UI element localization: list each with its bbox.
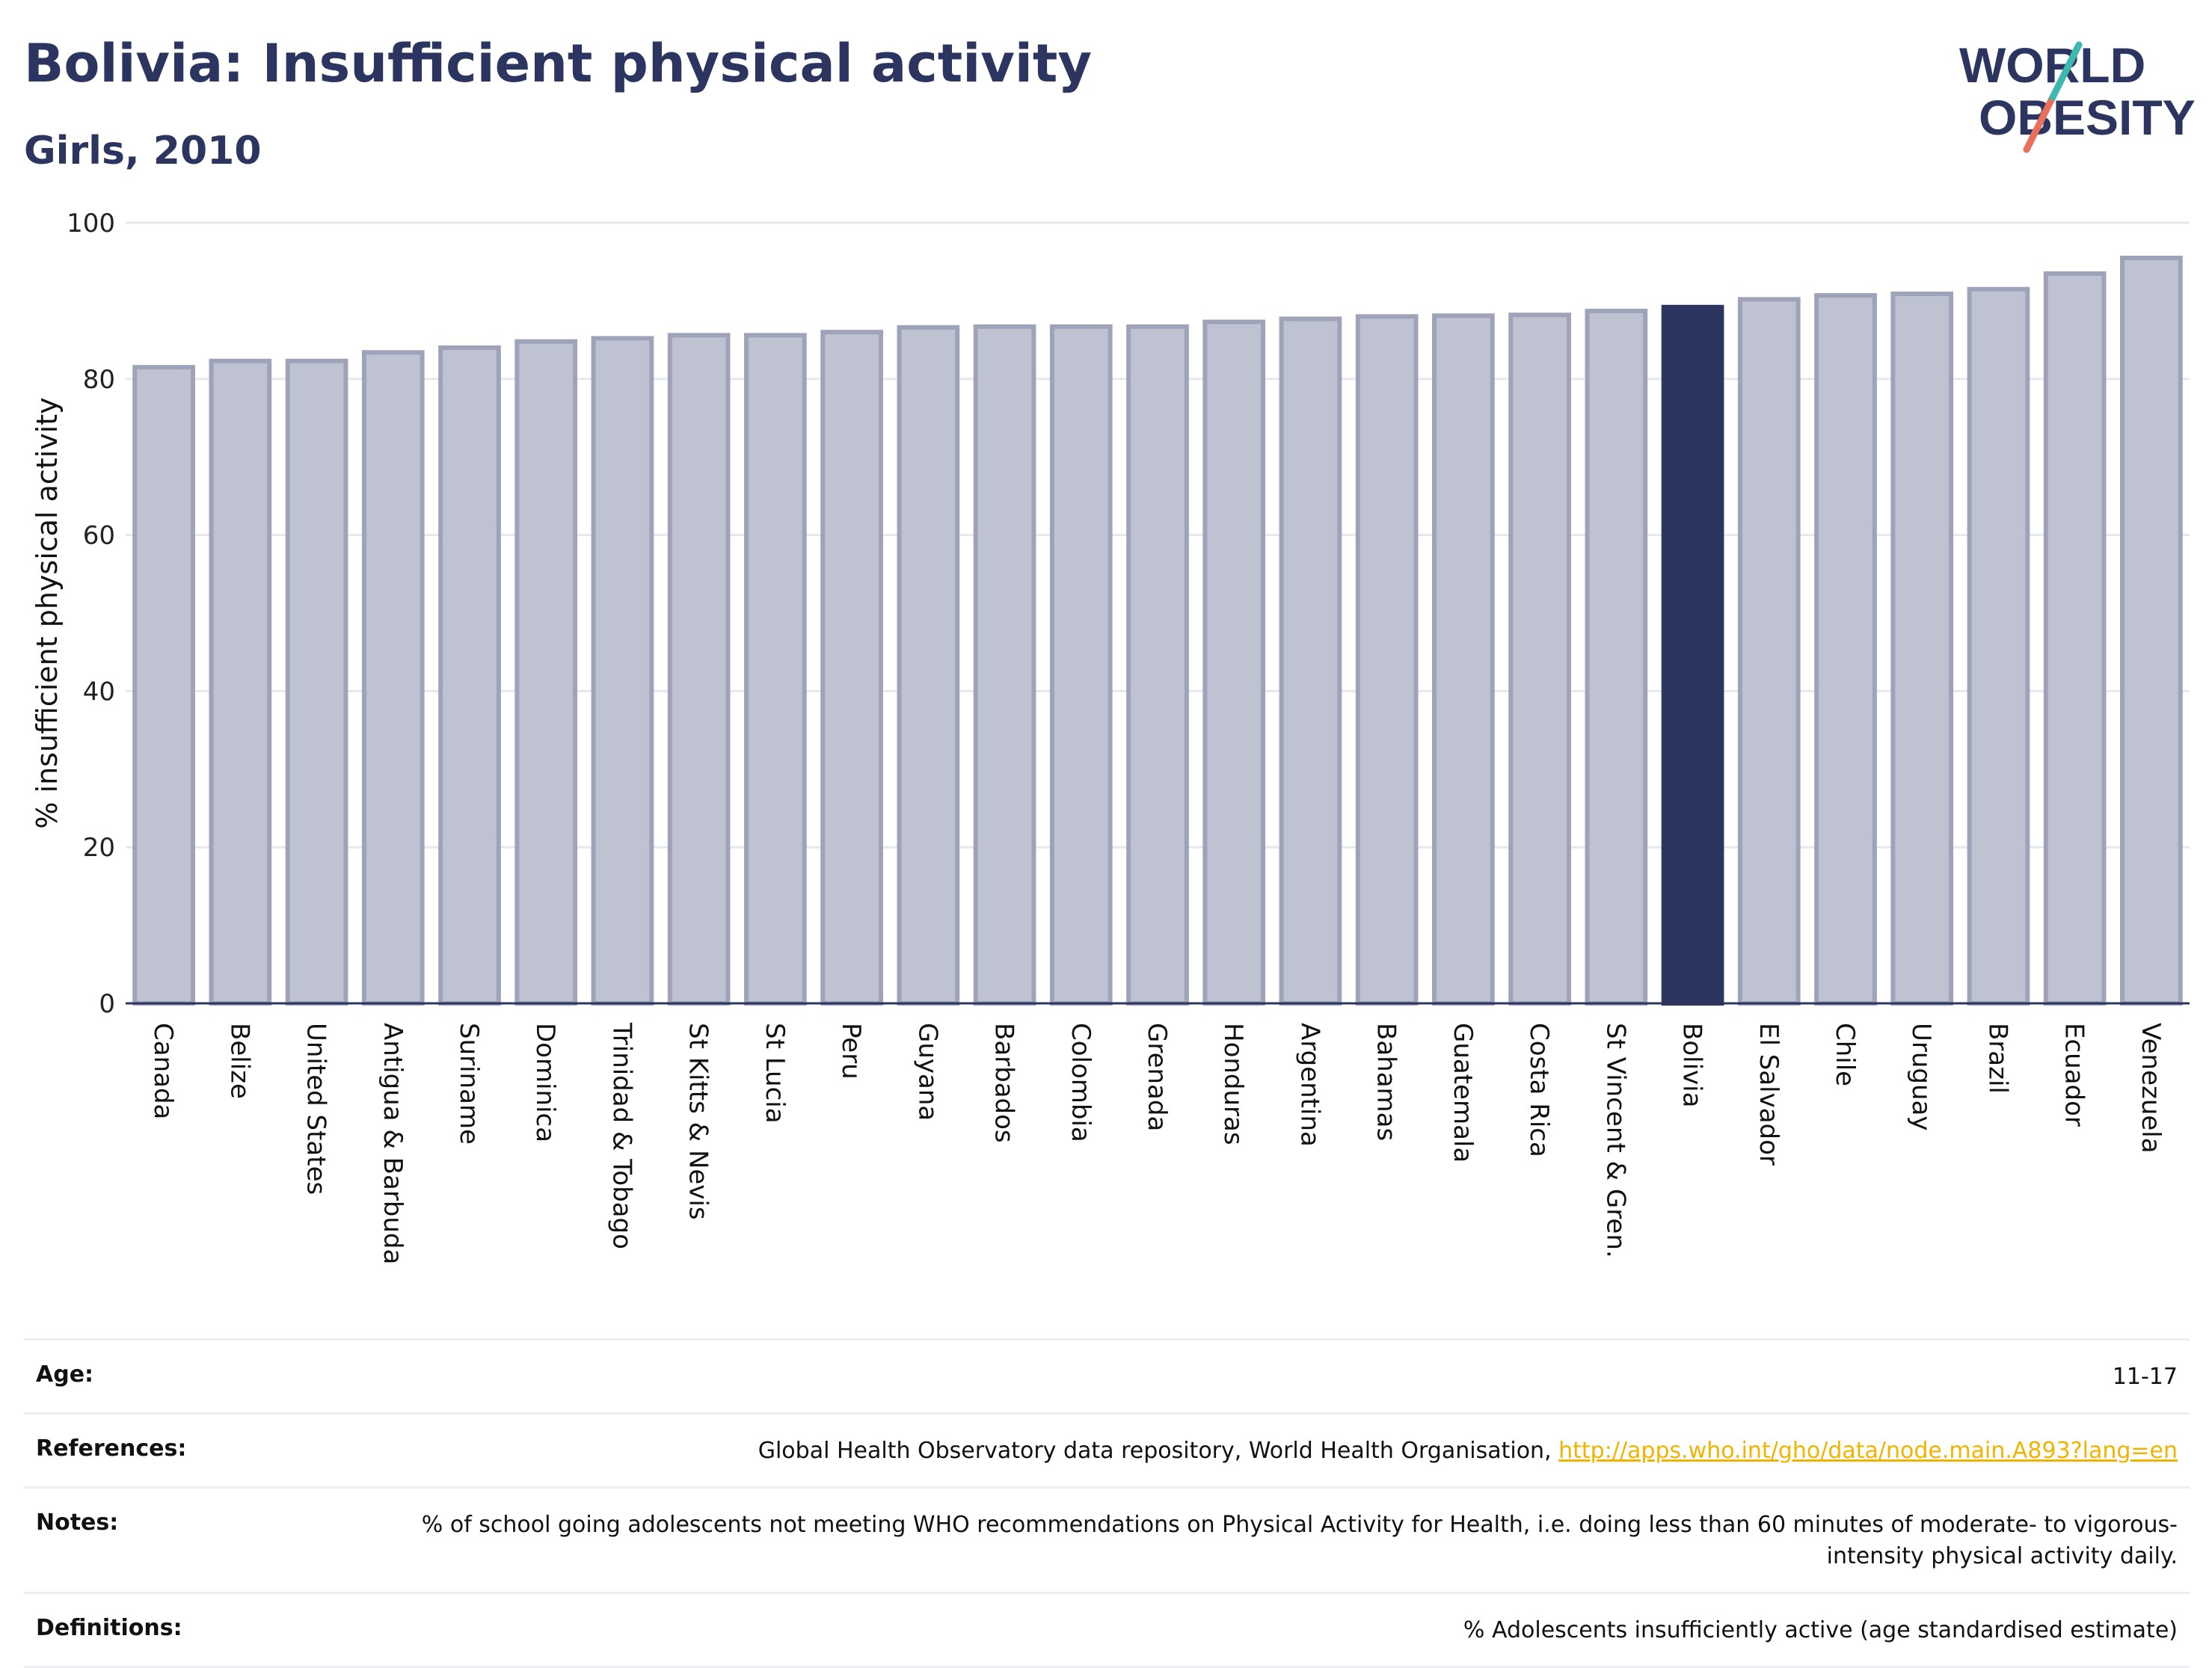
bar-antigua-barbuda	[361, 350, 425, 1006]
info-table: Age: 11-17 References: Global Health Obs…	[24, 1338, 2190, 1668]
x-tick-label: Brazil	[1982, 1023, 2012, 1094]
age-label: Age:	[36, 1361, 94, 1388]
x-tick-label: Colombia	[1066, 1023, 1096, 1142]
bar-st-lucia	[744, 333, 807, 1006]
x-tick-label: Grenada	[1142, 1023, 1172, 1131]
x-tick-label: Barbados	[989, 1023, 1019, 1143]
bar-guyana	[897, 324, 960, 1006]
definitions-label: Definitions:	[36, 1615, 182, 1641]
page-subtitle: Girls, 2010	[24, 129, 262, 173]
y-tick-label: 40	[83, 677, 115, 707]
x-tick-label: Dominica	[530, 1023, 560, 1142]
bar-guatemala	[1432, 313, 1495, 1006]
bar-dominica	[514, 339, 578, 1006]
x-tick-label: Bolivia	[1677, 1023, 1707, 1107]
bar-costa-rica	[1508, 313, 1571, 1006]
notes-label: Notes:	[36, 1509, 119, 1536]
bar-ecuador	[2043, 271, 2107, 1006]
references-link[interactable]: http://apps.who.int/gho/data/node.main.A…	[1558, 1438, 2178, 1464]
x-tick-label: Chile	[1830, 1023, 1860, 1086]
x-tick-label: Trinidad & Tobago	[606, 1022, 636, 1249]
info-row-notes: Notes: % of school going adolescents not…	[24, 1486, 2190, 1592]
axes: 0 20 40 60 80 100 Canada Belize United States Ant…	[67, 209, 2190, 1264]
bar-barbados	[973, 324, 1036, 1006]
bar-argentina	[1279, 316, 1342, 1006]
bar-united-states	[285, 358, 348, 1006]
bar-st-vincent-gren-	[1585, 308, 1648, 1006]
bar-peru	[820, 330, 883, 1006]
bar-st-kitts-nevis	[667, 333, 731, 1006]
y-tick-label: 0	[99, 989, 115, 1019]
y-tick-label: 80	[83, 365, 115, 395]
references-value: Global Health Observatory data repositor…	[758, 1435, 2178, 1467]
x-tick-label: Ecuador	[2059, 1023, 2089, 1127]
x-tick-label: Antigua & Barbuda	[378, 1023, 408, 1264]
x-tick-label: St Vincent & Gren.	[1600, 1023, 1630, 1258]
bar-canada	[132, 365, 195, 1006]
x-tick-label: Suriname	[454, 1023, 484, 1145]
definitions-value: % Adolescents insufficiently active (age…	[1463, 1617, 2178, 1643]
x-tick-label: Canada	[148, 1023, 178, 1119]
y-tick-label: 60	[83, 521, 115, 551]
x-tick-label: Peru	[836, 1023, 866, 1080]
age-value: 11-17	[2112, 1364, 2178, 1390]
svg-text:WORLD: WORLD	[1959, 37, 2145, 93]
references-text: Global Health Observatory data repositor…	[758, 1438, 1559, 1464]
info-row-definitions: Definitions: % Adolescents insufficientl…	[24, 1592, 2190, 1668]
x-tick-label: Belize	[224, 1023, 254, 1099]
x-tick-label: Costa Rica	[1524, 1023, 1554, 1157]
bar-brazil	[1967, 286, 2030, 1006]
y-tick-label: 100	[67, 209, 115, 238]
x-tick-label: St Lucia	[760, 1023, 790, 1124]
bar-trinidad-tobago	[591, 336, 654, 1006]
svg-text:OBESITY: OBESITY	[1979, 90, 2196, 145]
bars	[132, 255, 2183, 1006]
bar-uruguay	[1890, 292, 1954, 1006]
bar-bahamas	[1355, 314, 1419, 1006]
x-tick-label: Venezuela	[2136, 1023, 2166, 1154]
bar-bolivia	[1661, 304, 1724, 1006]
bar-honduras	[1202, 319, 1266, 1006]
bar-venezuela	[2120, 255, 2183, 1006]
bar-grenada	[1126, 324, 1189, 1006]
info-row-age: Age: 11-17	[24, 1338, 2190, 1412]
x-tick-label: El Salvador	[1754, 1023, 1784, 1166]
bar-chart: 0 20 40 60 80 100 Canada Belize United States Ant…	[31, 209, 2190, 1264]
bar-belize	[209, 358, 272, 1006]
x-tick-label: Guyana	[912, 1023, 942, 1121]
x-tick-label: St Kitts & Nevis	[683, 1023, 713, 1220]
info-row-references: References: Global Health Observatory da…	[24, 1412, 2190, 1486]
bar-suriname	[438, 345, 501, 1006]
notes-value: % of school going adolescents not meetin…	[421, 1512, 2178, 1569]
x-tick-label: Uruguay	[1906, 1023, 1936, 1131]
page-title: Bolivia: Insufficient physical activity	[24, 33, 1092, 94]
x-tick-label: Honduras	[1218, 1023, 1248, 1145]
bar-colombia	[1049, 324, 1113, 1006]
bar-chile	[1814, 293, 1877, 1006]
world-obesity-logo: WORLD OBESITY	[1959, 37, 2196, 153]
x-tick-label: Guatemala	[1448, 1023, 1478, 1163]
y-axis-label: % insufficient physical activity	[31, 397, 64, 828]
x-tick-label: Argentina	[1294, 1023, 1324, 1147]
x-tick-label: Bahamas	[1371, 1023, 1401, 1141]
x-tick-label: United States	[301, 1023, 331, 1195]
bar-el-salvador	[1737, 297, 1801, 1006]
y-tick-label: 20	[83, 833, 115, 863]
references-label: References:	[36, 1435, 187, 1462]
